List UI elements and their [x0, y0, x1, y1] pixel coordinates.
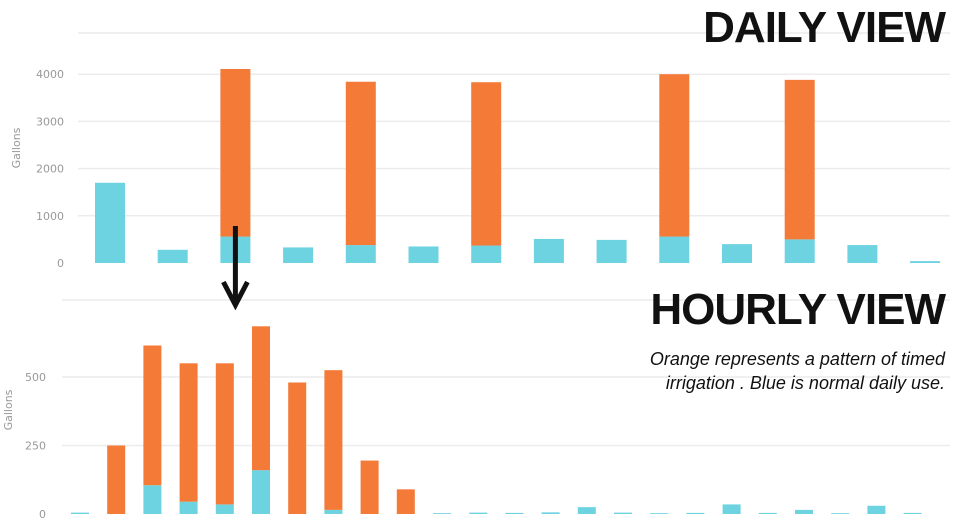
daily-bar-irrigation: [471, 82, 502, 246]
daily-y-tick-label: 0: [57, 257, 64, 270]
hourly-bar-normal-use: [252, 470, 270, 514]
hourly-bar-irrigation: [252, 326, 270, 471]
hourly-view-title: HOURLY VIEW: [650, 285, 946, 334]
hourly-bar-irrigation: [360, 460, 379, 514]
daily-bar-normal-use: [95, 182, 125, 263]
hourly-bar-normal-use: [541, 512, 560, 514]
daily-bar-normal-use: [659, 236, 690, 263]
hourly-bar-normal-use: [143, 485, 162, 514]
hourly-bar-normal-use: [686, 512, 705, 514]
hourly-y-axis-label: Gallons: [2, 389, 15, 430]
hourly-bar-normal-use: [71, 512, 89, 514]
daily-bar-irrigation: [659, 74, 690, 237]
hourly-y-tick-label: 250: [25, 440, 46, 453]
daily-y-axis-label: Gallons: [10, 127, 23, 168]
hourly-bar-normal-use: [903, 512, 922, 514]
hourly-bar-normal-use: [722, 504, 741, 514]
hourly-bar-normal-use: [505, 512, 524, 514]
daily-bar-normal-use: [722, 244, 752, 263]
hourly-bar-irrigation: [143, 345, 162, 486]
down-arrow-icon: [221, 280, 250, 311]
hourly-bar-irrigation: [215, 363, 234, 505]
daily-y-tick-label: 4000: [36, 68, 64, 81]
daily-y-tick-label: 2000: [36, 163, 64, 176]
daily-y-tick-label: 1000: [36, 210, 64, 223]
hourly-bar-normal-use: [324, 509, 343, 514]
hourly-bar-normal-use: [433, 513, 451, 514]
hourly-bar-normal-use: [179, 501, 198, 514]
daily-bar-normal-use: [471, 245, 502, 263]
hourly-bar-normal-use: [614, 512, 632, 514]
hourly-y-tick-label: 0: [39, 508, 46, 518]
hourly-bar-normal-use: [795, 509, 813, 514]
daily-bar-normal-use: [408, 246, 439, 263]
daily-y-tick-label: 3000: [36, 115, 64, 128]
daily-view-title: DAILY VIEW: [703, 3, 946, 52]
hourly-bar-normal-use: [215, 504, 234, 514]
legend-note: Orange represents a pattern of timed irr…: [650, 347, 945, 395]
daily-bar-normal-use: [345, 245, 376, 263]
daily-bar-irrigation: [345, 81, 376, 246]
hourly-bar-normal-use: [577, 507, 596, 514]
daily-bar-normal-use: [533, 238, 564, 263]
daily-bar-normal-use: [784, 239, 815, 263]
daily-bar-normal-use: [596, 239, 627, 263]
hourly-y-tick-label: 500: [25, 371, 46, 384]
hourly-bar-normal-use: [650, 513, 669, 514]
hourly-bar-normal-use: [758, 512, 777, 514]
hourly-bar-irrigation: [396, 489, 415, 514]
legend-note-line-1: Orange represents a pattern of timed: [649, 349, 945, 369]
daily-bar-normal-use: [157, 249, 188, 263]
hourly-bar-normal-use: [831, 513, 850, 514]
hourly-bar-irrigation: [324, 370, 343, 510]
hourly-bar-irrigation: [288, 382, 307, 514]
hourly-bar-normal-use: [867, 505, 886, 514]
hourly-bar-irrigation: [107, 445, 126, 514]
daily-bar-normal-use: [847, 245, 878, 263]
legend-note-line-2: irrigation . Blue is normal daily use.: [665, 373, 945, 393]
daily-bar-normal-use: [283, 247, 314, 263]
hourly-bar-normal-use: [469, 512, 488, 514]
daily-bar-irrigation: [784, 79, 815, 240]
hourly-bar-irrigation: [179, 363, 198, 502]
daily-bar-normal-use: [910, 261, 941, 263]
daily-bar-irrigation: [220, 69, 251, 237]
